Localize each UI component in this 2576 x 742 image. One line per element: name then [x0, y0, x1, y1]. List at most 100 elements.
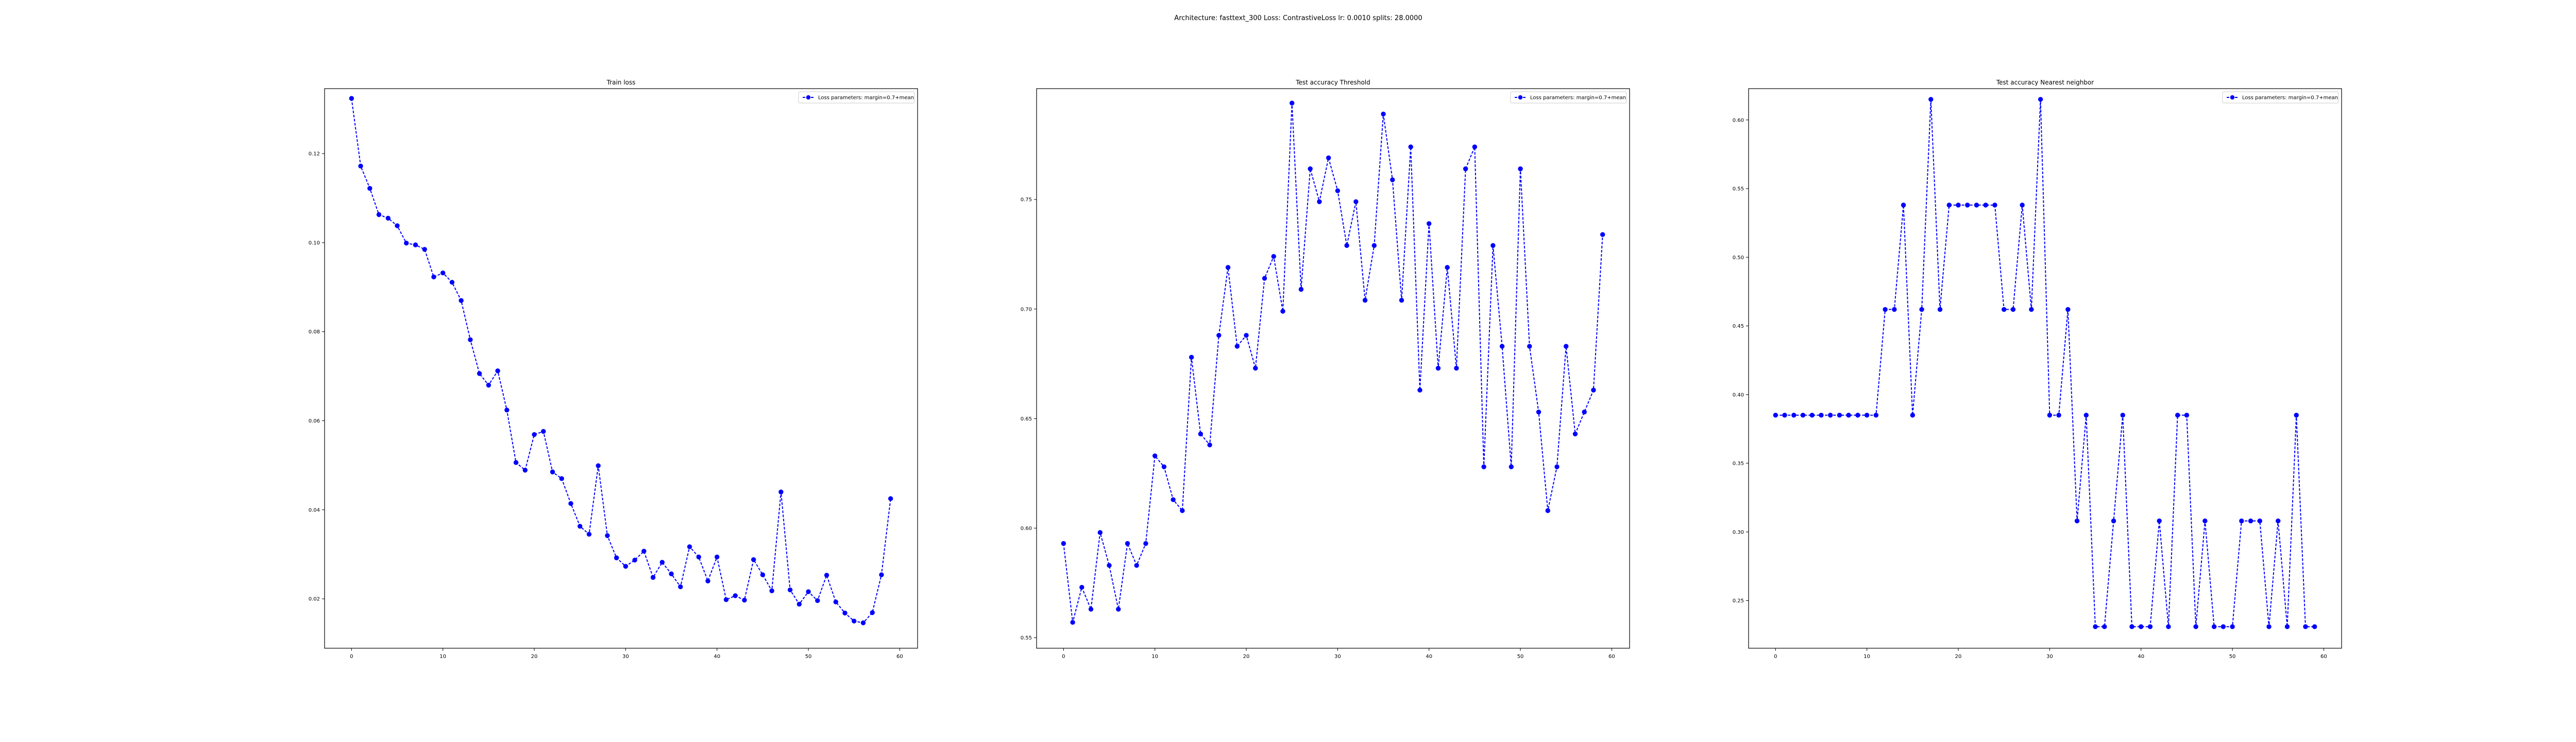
test-accuracy-nearest-neighbor-xtick-label: 20	[1955, 654, 1962, 660]
train-loss-data-point	[815, 598, 820, 603]
test-accuracy-nearest-neighbor-xtick-label: 60	[2320, 654, 2327, 660]
train-loss-data-point	[550, 469, 555, 475]
train-loss-data-point	[641, 548, 647, 554]
test-accuracy-nearest-neighbor-ytick-label: 0.25	[1733, 598, 1744, 604]
train-loss-data-point	[824, 572, 829, 578]
test-accuracy-nearest-neighbor-data-point	[2276, 518, 2281, 524]
train-loss-data-point	[678, 584, 683, 589]
test-accuracy-nearest-neighbor-data-point	[2211, 624, 2217, 629]
test-accuracy-threshold-data-point	[1472, 144, 1478, 149]
test-accuracy-threshold-data-point	[1097, 530, 1103, 535]
test-accuracy-threshold-axes-frame	[1036, 88, 1630, 649]
test-accuracy-threshold-data-point	[1454, 365, 1459, 371]
train-loss-ytick-label: 0.08	[309, 329, 320, 335]
test-accuracy-nearest-neighbor-legend-box	[2222, 91, 2339, 104]
test-accuracy-threshold-data-point	[1152, 453, 1158, 459]
test-accuracy-nearest-neighbor-data-point	[2020, 203, 2025, 208]
test-accuracy-threshold-panel: Test accuracy Threshold 0 10 20 30 40 50 60 0.55…	[1021, 79, 1630, 660]
test-accuracy-nearest-neighbor-axes-frame	[1748, 88, 2342, 649]
train-loss-data-point	[541, 429, 546, 434]
train-loss-data-point	[395, 223, 400, 228]
train-loss-data-point	[687, 544, 692, 549]
train-loss-data-point	[715, 554, 720, 560]
test-accuracy-nearest-neighbor-data-point	[2120, 413, 2125, 418]
test-accuracy-threshold-data-point	[1371, 243, 1377, 248]
test-accuracy-nearest-neighbor-ytick-label: 0.45	[1733, 324, 1744, 329]
train-loss-data-point	[705, 578, 710, 584]
test-accuracy-nearest-neighbor-data-point	[1974, 203, 1979, 208]
test-accuracy-nearest-neighbor-data-point	[2257, 518, 2262, 524]
test-accuracy-threshold-data-point	[1362, 298, 1368, 303]
test-accuracy-nearest-neighbor-xtick-label: 30	[2046, 654, 2053, 660]
train-loss-data-point	[477, 371, 482, 376]
test-accuracy-nearest-neighbor-data-point	[2029, 307, 2034, 312]
test-accuracy-threshold-data-point	[1180, 508, 1185, 513]
test-accuracy-nearest-neighbor-data-point	[2093, 624, 2098, 629]
test-accuracy-threshold-data-point	[1079, 585, 1084, 590]
test-accuracy-threshold-data-point	[1399, 298, 1404, 303]
test-accuracy-nearest-neighbor-data-point	[2175, 413, 2180, 418]
test-accuracy-nearest-neighbor-data-point	[2001, 307, 2007, 312]
test-accuracy-threshold-data-point	[1545, 508, 1550, 513]
test-accuracy-threshold-ytick-label: 0.70	[1021, 307, 1032, 312]
test-accuracy-nearest-neighbor-data-point	[2047, 413, 2053, 418]
test-accuracy-nearest-neighbor-data-point	[2303, 624, 2308, 629]
test-accuracy-nearest-neighbor-data-point	[1782, 413, 1787, 418]
test-accuracy-threshold-data-point	[1125, 541, 1130, 546]
train-loss-data-point	[852, 618, 857, 623]
test-accuracy-nearest-neighbor-data-point	[1837, 413, 1842, 418]
train-loss-data-point	[376, 212, 382, 217]
train-loss-data-point	[650, 575, 656, 580]
test-accuracy-threshold-data-point	[1207, 442, 1212, 448]
train-loss-ytick-label: 0.06	[309, 418, 320, 424]
test-accuracy-threshold-ytick-label: 0.55	[1021, 635, 1032, 641]
test-accuracy-threshold-data-point	[1271, 254, 1276, 259]
test-accuracy-nearest-neighbor-ytick-label: 0.50	[1733, 255, 1744, 261]
test-accuracy-nearest-neighbor-data-point	[1910, 413, 1916, 418]
train-loss-title: Train loss	[606, 79, 636, 86]
train-loss-data-point	[468, 337, 473, 342]
train-loss-data-point	[842, 611, 848, 616]
train-loss-data-point	[623, 564, 629, 569]
train-loss-data-point	[449, 280, 455, 285]
test-accuracy-nearest-neighbor-data-point	[1864, 413, 1870, 418]
test-accuracy-threshold-series-line	[1063, 103, 1603, 623]
train-loss-legend-marker	[806, 95, 811, 100]
test-accuracy-threshold-data-point	[1463, 166, 1468, 172]
test-accuracy-threshold-data-point	[1417, 387, 1422, 393]
test-accuracy-nearest-neighbor-data-point	[2184, 413, 2190, 418]
test-accuracy-threshold-title: Test accuracy Threshold	[1295, 79, 1370, 86]
train-loss-xtick-label: 60	[896, 654, 903, 660]
train-loss-data-point	[751, 557, 756, 562]
train-loss-data-point	[504, 408, 510, 413]
test-accuracy-threshold-data-point	[1564, 344, 1569, 349]
test-accuracy-threshold-xtick-label: 30	[1334, 654, 1341, 660]
test-accuracy-threshold-data-point	[1234, 344, 1240, 349]
train-loss-data-point	[733, 593, 738, 598]
test-accuracy-nearest-neighbor-ytick-label: 0.40	[1733, 392, 1744, 398]
test-accuracy-nearest-neighbor-data-point	[2038, 97, 2043, 102]
train-loss-data-point	[769, 588, 774, 594]
train-loss-xtick-label: 30	[622, 654, 629, 660]
test-accuracy-threshold-data-point	[1061, 541, 1066, 546]
test-accuracy-threshold-xtick-label: 20	[1243, 654, 1250, 660]
test-accuracy-nearest-neighbor-ytick-label: 0.30	[1733, 530, 1744, 535]
train-loss-data-point	[723, 597, 729, 602]
test-accuracy-nearest-neighbor-data-point	[1773, 413, 1778, 418]
train-loss-data-point	[577, 524, 583, 529]
train-loss-data-point	[879, 572, 884, 578]
train-loss-data-point	[632, 558, 637, 563]
test-accuracy-nearest-neighbor-data-point	[2239, 518, 2244, 524]
test-accuracy-threshold-data-point	[1088, 606, 1094, 612]
test-accuracy-threshold-data-point	[1298, 286, 1304, 292]
test-accuracy-nearest-neighbor-ytick-label: 0.60	[1733, 117, 1744, 123]
test-accuracy-threshold-data-point	[1572, 431, 1578, 436]
test-accuracy-nearest-neighbor-data-point	[1946, 203, 1952, 208]
test-accuracy-threshold-legend-marker	[1518, 95, 1523, 100]
test-accuracy-threshold-data-point	[1280, 309, 1285, 314]
test-accuracy-threshold-data-point	[1481, 464, 1486, 469]
train-loss-data-point	[413, 242, 418, 247]
test-accuracy-nearest-neighbor-data-point	[2056, 413, 2061, 418]
test-accuracy-threshold-legend-label: Loss parameters: margin=0.7+mean	[1530, 95, 1626, 101]
test-accuracy-threshold-data-point	[1326, 155, 1331, 161]
